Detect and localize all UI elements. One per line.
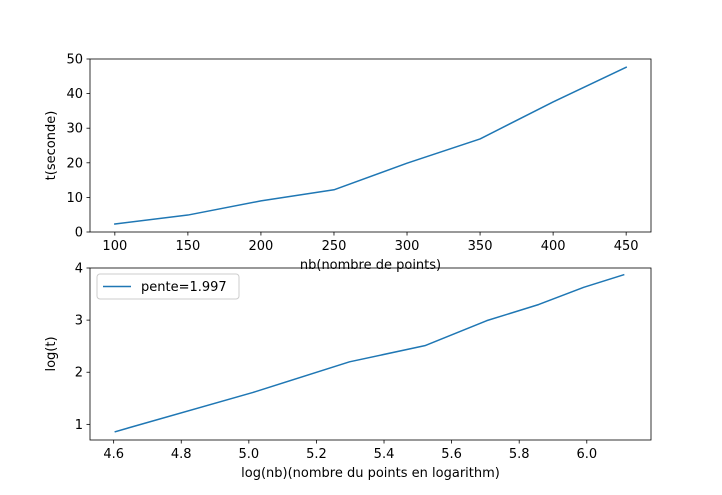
y-tick-label: 40 bbox=[66, 87, 83, 102]
legend-label: pente=1.997 bbox=[141, 280, 227, 295]
x-tick-label: 5.4 bbox=[374, 447, 395, 462]
x-axis-label: log(nb)(nombre du points en logarithm) bbox=[241, 466, 500, 481]
y-tick-label: 0 bbox=[75, 226, 83, 241]
y-tick-label: 20 bbox=[66, 156, 83, 171]
y-tick-label: 2 bbox=[75, 366, 83, 381]
x-tick-label: 100 bbox=[102, 239, 127, 254]
y-tick-label: 1 bbox=[75, 418, 83, 433]
series-line-0-0 bbox=[114, 66, 628, 225]
y-tick-label: 10 bbox=[66, 191, 83, 206]
legend: pente=1.997 bbox=[96, 273, 240, 300]
x-tick-label: 300 bbox=[395, 239, 420, 254]
x-tick-label: 350 bbox=[468, 239, 493, 254]
y-tick-label: 4 bbox=[75, 262, 83, 277]
x-tick-label: 150 bbox=[175, 239, 200, 254]
y-tick-label: 3 bbox=[75, 314, 83, 329]
x-tick-label: 5.2 bbox=[306, 447, 327, 462]
y-tick-label: 50 bbox=[66, 53, 83, 68]
legend-box bbox=[96, 273, 240, 300]
x-tick-label: 5.6 bbox=[441, 447, 462, 462]
x-axis-label: nb(nombre de points) bbox=[300, 258, 441, 273]
axes-frame bbox=[89, 58, 652, 233]
x-tick-label: 400 bbox=[541, 239, 566, 254]
bottom-chart: 4.6 4.8 5.0 5.2 5.4 5.6 5.8 6.0 1 2 3 4 log(nb)(nomb… bbox=[44, 262, 652, 481]
y-tick-label: 30 bbox=[66, 122, 83, 137]
x-tick-label: 4.6 bbox=[103, 447, 124, 462]
y-axis-label: t(seconde) bbox=[44, 111, 59, 181]
x-tick-label: 250 bbox=[322, 239, 347, 254]
x-tick-label: 450 bbox=[614, 239, 639, 254]
y-axis-label: log(t) bbox=[44, 336, 59, 371]
x-tick-label: 5.0 bbox=[238, 447, 259, 462]
x-tick-label: 200 bbox=[249, 239, 274, 254]
x-tick-label: 5.8 bbox=[509, 447, 530, 462]
x-tick-label: 4.8 bbox=[171, 447, 192, 462]
axes-frame bbox=[89, 267, 652, 441]
top-chart: 100 150 200 250 300 350 400 450 0 10 20 30 40 50 nb(no… bbox=[44, 53, 652, 273]
series-line-1-0 bbox=[114, 273, 625, 433]
x-tick-label: 6.0 bbox=[576, 447, 597, 462]
